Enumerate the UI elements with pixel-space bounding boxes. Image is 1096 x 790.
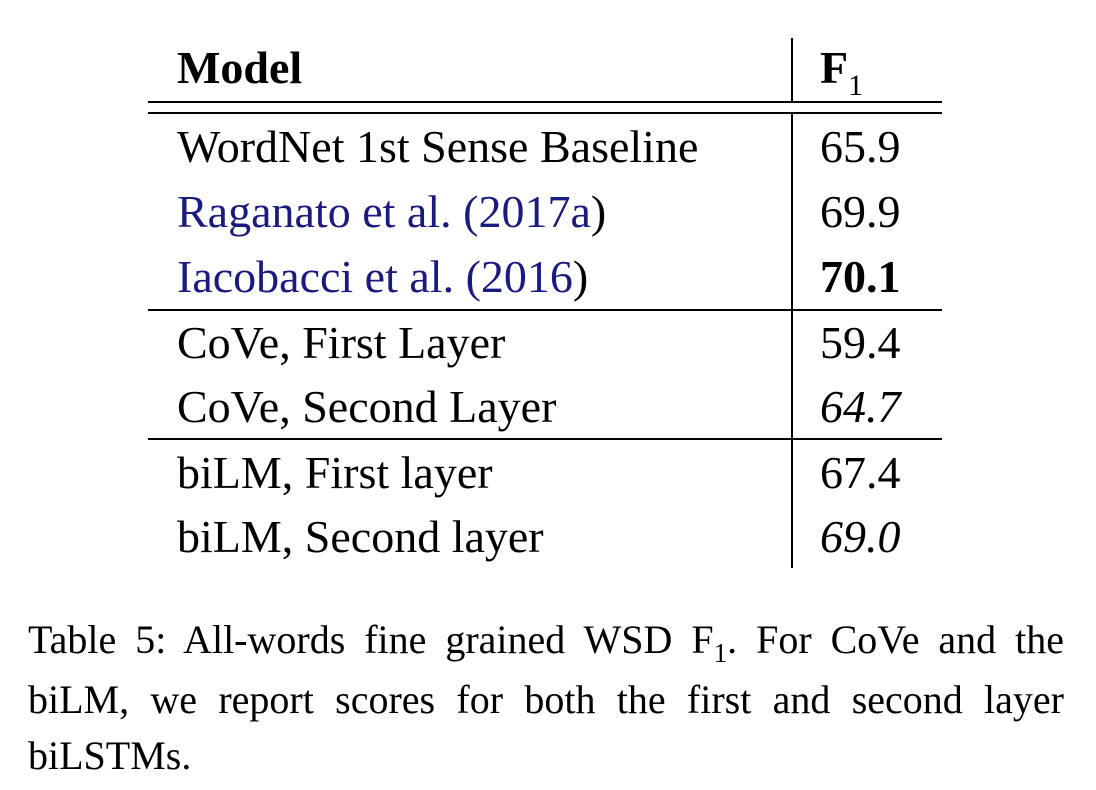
table-caption: Table 5: All-words fine grained WSD F1. … — [28, 612, 1064, 784]
header-rule-top — [148, 101, 942, 103]
row-model: biLM, First layer — [177, 447, 493, 498]
header-rule-bottom — [148, 112, 942, 114]
caption-text-rest: . For CoVe and the biLM, we report score… — [28, 617, 1064, 778]
header-f1-letter: F — [820, 42, 849, 93]
row-model: Iacobacci et al. (2016) — [177, 254, 588, 300]
row-score: 67.4 — [820, 447, 901, 498]
header-f1: F1 — [820, 42, 863, 101]
header-f1-subscript: 1 — [848, 69, 864, 102]
row-model: CoVe, Second Layer — [177, 381, 557, 432]
column-divider-body — [791, 114, 793, 568]
citation-authors: Iacobacci et al. ( — [177, 251, 481, 302]
citation-close: ) — [572, 251, 589, 302]
row-score-italic: 69.0 — [820, 511, 901, 562]
group-rule-1 — [148, 309, 942, 311]
row-score: 65.9 — [820, 121, 901, 172]
citation-close: ) — [590, 186, 607, 237]
group-rule-2 — [148, 438, 942, 440]
results-table: Model F1 WordNet 1st Sense Baseline 65.9… — [148, 38, 942, 568]
row-model: biLM, Second layer — [177, 511, 544, 562]
citation-link[interactable]: 2017a — [478, 186, 591, 237]
row-model: Raganato et al. (2017a) — [177, 189, 606, 235]
row-model: CoVe, First Layer — [177, 317, 506, 368]
citation-link[interactable]: 2016 — [480, 251, 573, 302]
caption-subscript: 1 — [713, 638, 728, 668]
header-model: Model — [177, 42, 303, 93]
row-score: 59.4 — [820, 317, 901, 368]
row-score-best: 70.1 — [820, 251, 901, 302]
row-model: WordNet 1st Sense Baseline — [177, 121, 699, 172]
column-divider-header — [791, 38, 793, 102]
row-score-italic: 64.7 — [820, 381, 901, 432]
row-score: 69.9 — [820, 186, 901, 237]
caption-text: Table 5: All-words fine grained WSD F — [28, 617, 714, 662]
citation-authors: Raganato et al. ( — [177, 186, 479, 237]
